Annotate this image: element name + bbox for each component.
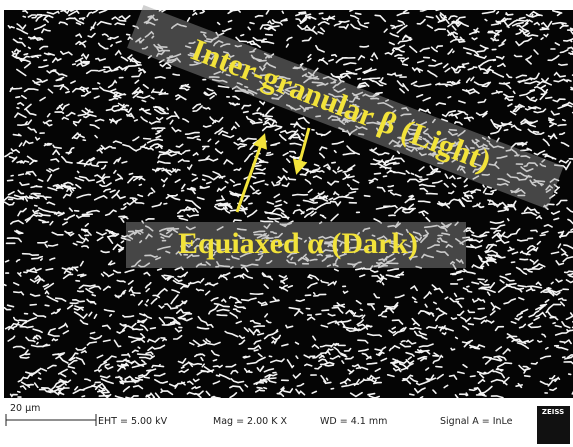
mag: Mag = 2.00 K X <box>213 416 287 427</box>
eht: EHT = 5.00 kV <box>98 416 168 427</box>
wd: WD = 4.1 mm <box>320 416 387 427</box>
signal: Signal A = InLe <box>440 416 513 427</box>
annotation-text: Equiaxed α (Dark) <box>178 227 418 260</box>
scale-bar-label: 20 µm <box>10 403 40 414</box>
sem-figure: Inter-granular β (Light) Equiaxed α (Dar… <box>0 0 573 447</box>
logo: ZEISS <box>542 408 564 416</box>
annotation-equiaxed: Equiaxed α (Dark) <box>126 222 466 268</box>
